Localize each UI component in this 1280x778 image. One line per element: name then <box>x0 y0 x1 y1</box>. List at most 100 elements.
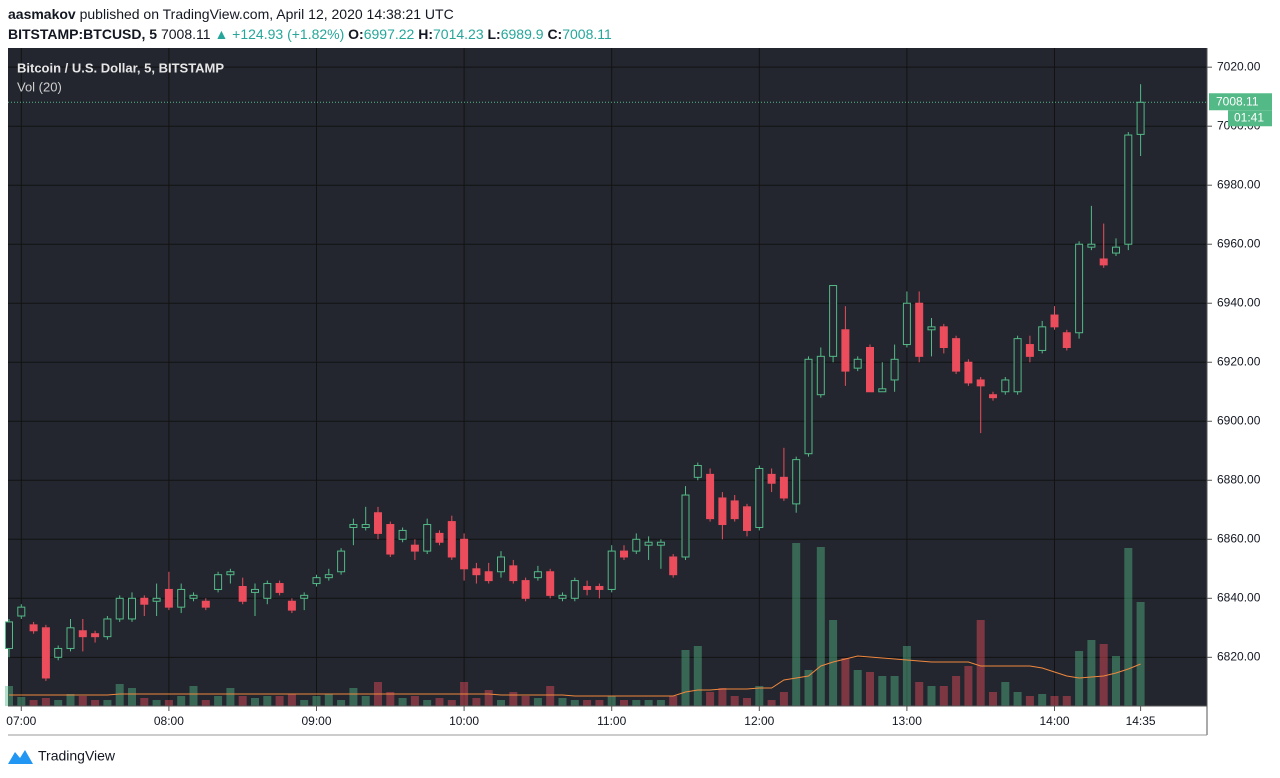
candle-body <box>890 358 899 381</box>
volume-bar <box>570 700 579 706</box>
candle-body <box>521 580 530 599</box>
candle-body <box>902 302 911 346</box>
volume-bar <box>66 694 75 706</box>
volume-bar <box>484 690 493 706</box>
volume-bar <box>866 672 874 706</box>
candle-body <box>1099 258 1108 266</box>
chart-title: Bitcoin / U.S. Dollar, 5, BITSTAMP <box>17 60 224 75</box>
candle-body <box>300 594 309 599</box>
candle-body <box>939 326 948 348</box>
volume-bar <box>300 700 309 706</box>
volume-bar <box>915 682 924 706</box>
volume-bar <box>989 692 997 706</box>
volume-bar <box>829 620 838 706</box>
candle-body <box>730 500 739 520</box>
volume-bar <box>607 696 616 706</box>
candle-body <box>878 388 887 393</box>
candle-body <box>964 361 973 384</box>
volume-bar <box>533 698 542 706</box>
candle-body <box>460 538 469 570</box>
y-tick-label: 6900.00 <box>1217 413 1261 427</box>
volume-bar <box>1001 682 1010 706</box>
candle-body <box>189 594 198 599</box>
volume-bar <box>201 700 210 706</box>
volume-bar <box>337 700 346 706</box>
candle-body <box>29 624 38 632</box>
candle-body <box>78 630 87 638</box>
volume-bar <box>17 697 26 706</box>
volume-bar <box>287 694 296 706</box>
candle-body <box>386 524 395 555</box>
candle-body <box>324 574 333 579</box>
volume-bar <box>902 646 911 706</box>
candle-body <box>152 597 161 602</box>
volume-bar <box>952 676 961 706</box>
candle-body <box>484 571 493 582</box>
candle-body <box>693 465 702 478</box>
logo-icon <box>8 750 33 764</box>
volume-bar <box>78 696 87 706</box>
candle-body <box>595 585 604 590</box>
x-tick-label: 12:00 <box>744 714 774 728</box>
o-value: 6997.22 <box>363 26 415 42</box>
candle-body <box>779 476 788 499</box>
candle-body <box>128 597 136 620</box>
candle-body <box>841 329 850 372</box>
volume-bar <box>189 686 198 706</box>
y-tick-label: 6820.00 <box>1217 649 1261 663</box>
candle-body <box>1112 246 1120 254</box>
candle-body <box>1087 243 1096 248</box>
volume-bar <box>349 688 358 706</box>
volume-bar <box>29 700 38 706</box>
candle-body <box>1062 332 1071 348</box>
candle-body <box>497 556 505 573</box>
candle-body <box>509 565 518 582</box>
candle-body <box>115 597 124 620</box>
candle-body <box>447 521 456 558</box>
candle-body <box>743 506 751 531</box>
candle-body <box>952 338 961 372</box>
volume-bar <box>841 658 850 706</box>
candle-body <box>472 568 481 576</box>
price-badge-label: 7008.11 <box>1216 94 1259 108</box>
volume-bar <box>140 698 149 706</box>
volume-bar <box>853 670 862 706</box>
volume-bar <box>1124 548 1133 706</box>
candle-body <box>533 571 542 579</box>
candle-body <box>1124 134 1133 245</box>
volume-bar <box>583 700 592 706</box>
candle-body <box>927 326 936 331</box>
symbol: BITSTAMP:BTCUSD, 5 <box>8 26 158 42</box>
volume-bar <box>644 700 653 706</box>
candle-body <box>275 583 284 593</box>
l-label: L: <box>487 26 501 42</box>
volume-bar <box>1099 644 1108 706</box>
x-tick-label: 14:00 <box>1039 714 1069 728</box>
countdown-badge <box>1228 110 1272 127</box>
candle-body <box>361 524 370 528</box>
y-tick-label: 6980.00 <box>1217 177 1261 191</box>
c-label: C: <box>547 26 563 42</box>
candle-body <box>66 627 75 649</box>
x-tick-label: 13:00 <box>892 714 922 728</box>
volume-bar <box>54 700 63 706</box>
logo: TradingView <box>8 748 116 764</box>
candle-body <box>767 473 776 484</box>
volume-bar <box>939 686 948 706</box>
volume-bar <box>5 686 13 706</box>
volume-bar <box>435 698 444 706</box>
candle-body <box>644 541 653 546</box>
volume-bar <box>177 696 186 706</box>
candle-body <box>656 541 665 546</box>
volume-bar <box>1087 640 1096 706</box>
candle-body <box>423 524 432 552</box>
candle-body <box>140 597 149 605</box>
h-value: 7014.23 <box>433 26 484 42</box>
h-label: H: <box>418 26 433 42</box>
author: aasmakov <box>8 6 76 22</box>
volume-bar <box>1050 696 1059 706</box>
volume-bar <box>767 700 776 706</box>
candle-body <box>681 494 690 558</box>
